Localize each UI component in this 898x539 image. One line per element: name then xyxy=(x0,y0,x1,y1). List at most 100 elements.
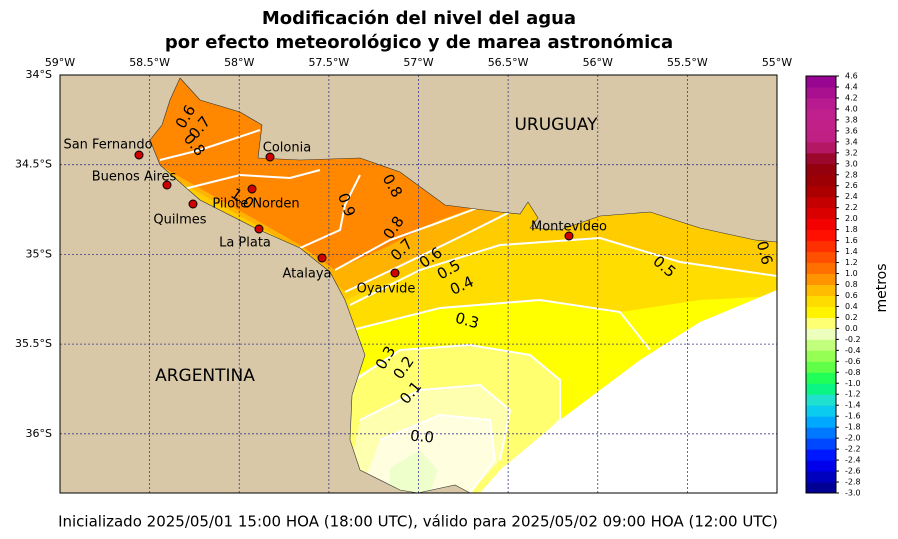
colorbar-tick-label: 3.2 xyxy=(845,148,858,157)
colorbar-segment xyxy=(806,185,836,198)
colorbar-segment xyxy=(806,262,836,275)
colorbar-tick-label: -1.6 xyxy=(845,412,861,421)
colorbar-segment xyxy=(806,76,836,88)
colorbar-tick-label: -1.0 xyxy=(845,379,861,388)
colorbar-segment xyxy=(806,427,836,439)
colorbar-tick-label: 4.0 xyxy=(845,104,858,113)
colorbar-tick-label: -0.6 xyxy=(845,357,861,366)
colorbar-segment xyxy=(806,273,836,285)
colorbar-segment xyxy=(806,449,836,461)
city-markers xyxy=(134,150,574,278)
country-label: URUGUAY xyxy=(514,115,598,135)
colorbar-segment xyxy=(806,460,836,472)
colorbar-segment xyxy=(806,141,836,154)
colorbar-tick-label: -1.8 xyxy=(845,423,861,432)
x-tick-label: 56°W xyxy=(583,56,613,69)
colorbar-tick-label: -1.2 xyxy=(845,390,861,399)
colorbar-tick-label: 4.2 xyxy=(845,93,858,102)
colorbar-tick-label: -2.6 xyxy=(845,467,861,476)
subtitle: por efecto meteorológico y de marea astr… xyxy=(165,32,673,53)
x-tick-label: 55°W xyxy=(762,56,792,69)
colorbar-tick-label: -1.4 xyxy=(845,401,861,410)
city-label: Colonia xyxy=(263,141,311,156)
city-label: Pilote Norden xyxy=(212,197,299,212)
colorbar-segment xyxy=(806,97,836,110)
colorbar-segment xyxy=(806,438,836,450)
city-label: Montevideo xyxy=(531,220,607,235)
contour xyxy=(359,383,512,461)
contour xyxy=(159,129,261,161)
title: Modificación del nivel del agua xyxy=(262,8,576,29)
colorbar-tick-label: -2.0 xyxy=(845,434,861,443)
colorbar-segment xyxy=(806,251,836,264)
contour xyxy=(349,236,777,306)
colorbar-tick-label: -2.4 xyxy=(845,456,861,465)
contour xyxy=(334,206,481,271)
colorbar-tick-label: 1.2 xyxy=(845,258,858,267)
colorbar-tick-label: -3.0 xyxy=(845,489,861,498)
colorbar-segment xyxy=(806,383,836,395)
contour-label: 0.0 xyxy=(409,426,434,446)
country-label: ARGENTINA xyxy=(155,366,255,386)
colorbar-tick-label: 1.8 xyxy=(845,225,858,234)
y-tick-label: 34.5°S xyxy=(15,158,52,171)
colorbar-segment xyxy=(806,306,836,318)
city-label: Buenos Aires xyxy=(92,170,177,185)
colorbar-tick-label: -0.8 xyxy=(845,368,861,377)
map-frame xyxy=(59,74,778,494)
x-tick-label: 58°W xyxy=(224,56,254,69)
colorbar-tick-label: 0.8 xyxy=(845,280,858,289)
colorbar-tick-label: 3.6 xyxy=(845,126,858,135)
city-label: Oyarvide xyxy=(357,282,416,297)
contour xyxy=(179,169,321,191)
contour xyxy=(344,211,511,293)
x-tick-label: 55.5°W xyxy=(667,56,708,69)
colorbar-segment xyxy=(806,405,836,417)
city-marker xyxy=(317,253,327,263)
colorbar-tick-label: 4.4 xyxy=(845,82,858,91)
colorbar-segment xyxy=(806,240,836,253)
colorbar-segment xyxy=(806,328,836,340)
city-label: La Plata xyxy=(219,236,271,251)
colorbar-segment xyxy=(806,229,836,242)
city-marker xyxy=(254,224,264,234)
city-marker xyxy=(564,231,574,241)
colorbar-segment xyxy=(806,339,836,351)
colorbar-segment xyxy=(806,119,836,132)
colorbar-tick-label: -0.2 xyxy=(845,335,861,344)
x-tick-label: 59°W xyxy=(45,56,75,69)
city-marker xyxy=(162,180,172,190)
colorbar-tick-label: 2.8 xyxy=(845,170,858,179)
colorbar-segment xyxy=(806,372,836,384)
band xyxy=(390,450,438,493)
contour xyxy=(299,174,361,249)
open-sea xyxy=(480,290,777,493)
colorbar-tick-label: -2.8 xyxy=(845,478,861,487)
city-label: Quilmes xyxy=(153,213,206,228)
colorbar-segment xyxy=(806,163,836,176)
colorbar-segment xyxy=(806,361,836,373)
colorbar-segment xyxy=(806,416,836,428)
contour xyxy=(379,413,497,493)
colorbar-tick-label: 1.6 xyxy=(845,236,858,245)
colorbar-tick-label: 3.4 xyxy=(845,137,858,146)
colorbar-segment xyxy=(806,196,836,209)
city-label: San Fernando xyxy=(63,138,152,153)
colorbar-segment xyxy=(806,482,836,494)
city-marker xyxy=(247,184,257,194)
colorbar-tick-label: 1.0 xyxy=(845,269,858,278)
colorbar-tick-label: 3.0 xyxy=(845,159,858,168)
colorbar-segment xyxy=(806,174,836,187)
colorbar-tick-label: 2.0 xyxy=(845,214,858,223)
y-tick-label: 35.5°S xyxy=(15,337,52,350)
colorbar-tick-label: 2.4 xyxy=(845,192,858,201)
colorbar-segment xyxy=(806,471,836,483)
colorbar-segment xyxy=(806,130,836,143)
colorbar-segment xyxy=(806,284,836,296)
footer: Inicializado 2025/05/01 15:00 HOA (18:00… xyxy=(58,513,778,531)
city-marker xyxy=(265,152,275,162)
colorbar-tick-label: -0.4 xyxy=(845,346,861,355)
colorbar-tick-label: -2.2 xyxy=(845,445,861,454)
colorbar-segment xyxy=(806,295,836,307)
